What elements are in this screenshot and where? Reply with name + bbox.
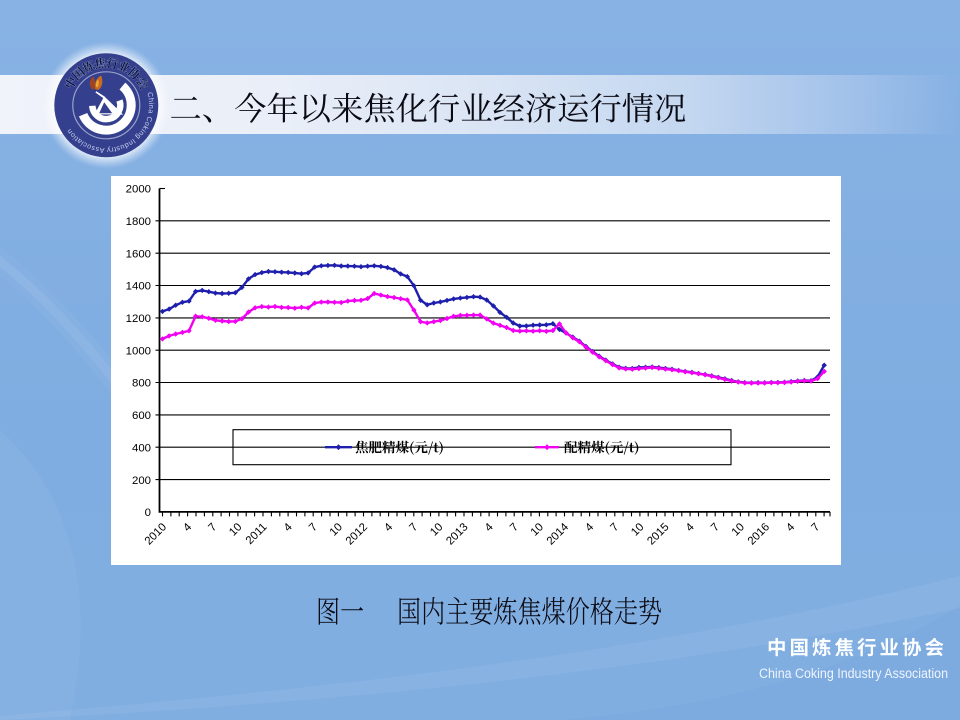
svg-text:7: 7 — [709, 521, 722, 534]
svg-text:4: 4 — [282, 521, 295, 534]
svg-text:China Coking Industry Associat: China Coking Industry Association — [759, 666, 948, 682]
svg-text:1000: 1000 — [126, 345, 151, 357]
svg-text:1400: 1400 — [126, 281, 151, 293]
svg-text:10: 10 — [428, 521, 445, 538]
svg-text:4: 4 — [181, 521, 194, 534]
svg-text:10: 10 — [328, 521, 345, 538]
svg-text:600: 600 — [132, 410, 151, 422]
svg-text:2011: 2011 — [244, 521, 270, 547]
svg-text:1800: 1800 — [126, 216, 151, 228]
svg-text:10: 10 — [227, 521, 244, 538]
svg-text:2010: 2010 — [143, 521, 169, 547]
svg-text:4: 4 — [684, 521, 697, 534]
svg-text:200: 200 — [132, 475, 151, 487]
svg-text:7: 7 — [206, 521, 219, 534]
svg-text:4: 4 — [583, 521, 596, 534]
svg-text:400: 400 — [132, 442, 151, 454]
svg-text:7: 7 — [508, 521, 521, 534]
svg-text:4: 4 — [382, 521, 395, 534]
svg-text:800: 800 — [132, 378, 151, 390]
svg-text:7: 7 — [307, 521, 320, 534]
svg-text:4: 4 — [483, 521, 496, 534]
svg-text:2014: 2014 — [545, 521, 571, 547]
svg-text:10: 10 — [629, 521, 646, 538]
svg-text:10: 10 — [529, 521, 546, 538]
svg-text:7: 7 — [407, 521, 420, 534]
svg-text:10: 10 — [730, 521, 747, 538]
svg-text:4: 4 — [784, 521, 797, 534]
svg-text:2016: 2016 — [746, 521, 772, 547]
svg-text:1600: 1600 — [126, 248, 151, 260]
svg-text:2013: 2013 — [444, 521, 470, 547]
svg-text:7: 7 — [608, 521, 621, 534]
svg-text:0: 0 — [145, 507, 151, 519]
svg-text:7: 7 — [809, 521, 822, 534]
svg-text:2015: 2015 — [645, 521, 671, 547]
svg-text:1200: 1200 — [126, 313, 151, 325]
svg-text:2000: 2000 — [126, 184, 151, 196]
svg-text:2012: 2012 — [344, 521, 370, 547]
